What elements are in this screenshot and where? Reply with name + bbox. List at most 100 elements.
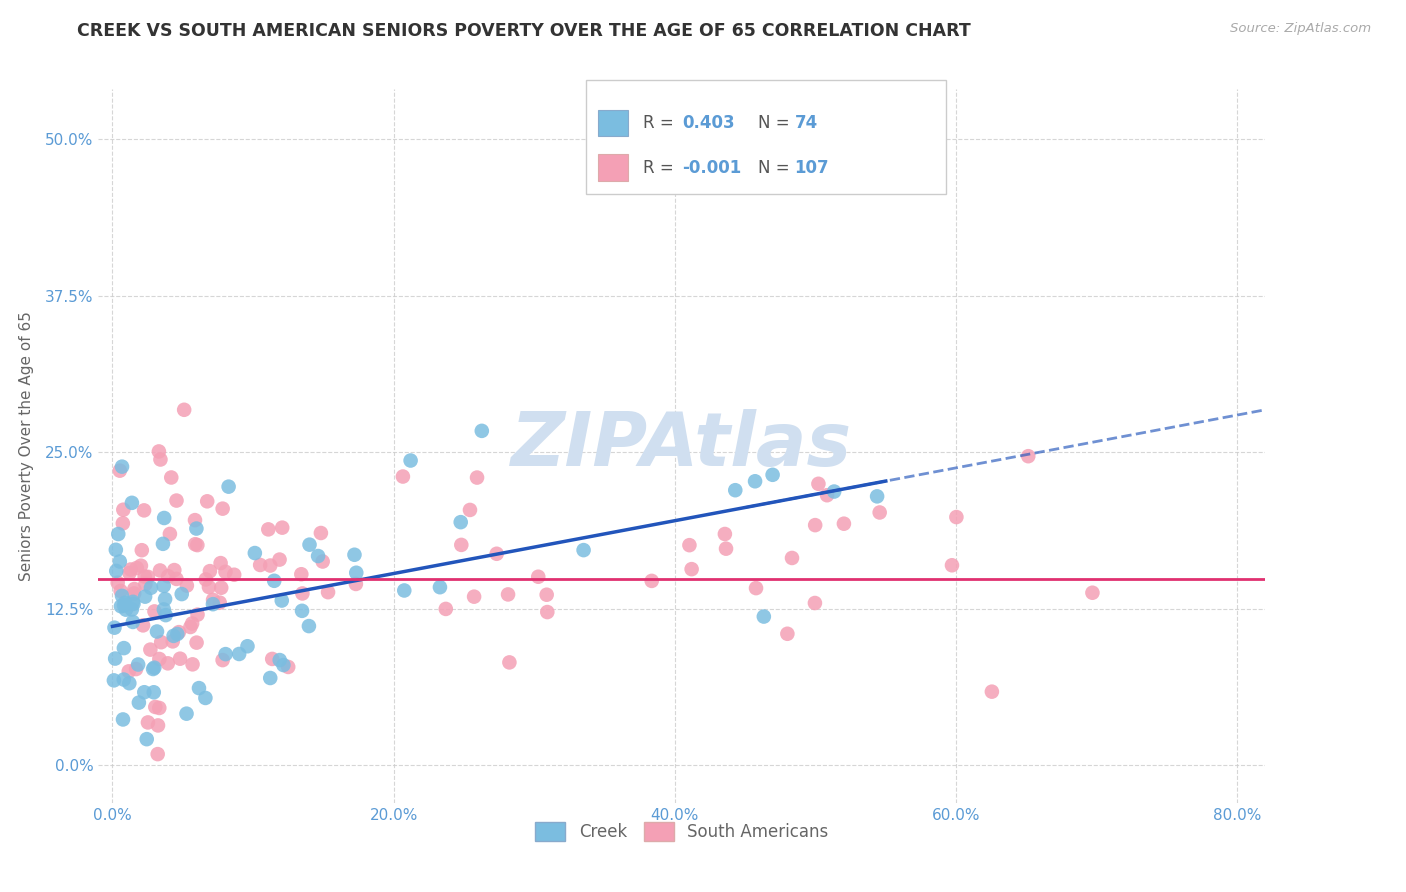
Point [159,527,181,541]
Point [780,551,803,566]
Point [290,567,312,582]
Point [195,494,218,508]
Point [111,459,134,474]
Text: N =: N = [758,159,794,177]
Point [104,651,127,665]
Point [471,424,494,438]
Point [869,506,891,520]
Point [309,526,332,541]
Point [823,484,845,499]
Point [271,521,294,535]
Point [107,527,129,541]
Point [228,647,250,661]
Point [153,602,176,616]
Point [134,569,156,583]
Point [269,653,291,667]
Point [572,543,595,558]
Point [273,658,295,673]
Point [103,621,125,635]
Point [143,700,166,714]
Point [162,629,184,643]
Point [291,604,314,618]
Point [186,635,208,649]
Point [108,554,131,568]
Point [166,493,188,508]
Point [186,538,208,552]
Point [458,503,481,517]
Point [165,572,187,586]
Point [181,616,204,631]
Point [263,574,285,588]
Point [429,580,451,594]
Point [176,706,198,721]
Point [134,577,156,591]
Point [132,503,155,517]
Point [298,538,321,552]
Point [131,543,153,558]
Point [166,627,188,641]
Point [128,696,150,710]
Point [134,685,156,699]
Point [1017,449,1039,463]
Point [111,516,134,531]
Point [122,597,145,611]
Point [136,570,159,584]
Point [153,511,176,525]
Point [104,542,127,557]
Point [155,608,177,623]
Point [163,563,186,577]
Point [136,715,159,730]
Point [167,625,190,640]
Point [343,548,366,562]
Point [236,639,259,653]
Point [135,732,157,747]
Point [186,607,208,622]
Point [149,452,172,467]
Point [214,565,236,579]
Point [110,599,132,614]
Point [209,556,232,570]
Point [125,561,148,575]
Point [344,566,367,580]
Point [214,647,236,661]
Legend: Creek, South Americans: Creek, South Americans [529,815,835,848]
Point [527,570,550,584]
Point [249,558,271,572]
Point [745,581,768,595]
Point [681,562,703,576]
Point [259,671,281,685]
Point [259,558,281,573]
Point [465,470,488,484]
Point [724,483,747,498]
Point [316,585,339,599]
Point [866,489,889,503]
Text: Source: ZipAtlas.com: Source: ZipAtlas.com [1230,22,1371,36]
Point [139,642,162,657]
Point [112,599,135,613]
Point [399,453,422,467]
Point [122,615,145,629]
Point [146,718,169,732]
Point [121,496,143,510]
Point [184,537,207,551]
Point [807,476,830,491]
Point [202,593,225,607]
Point [714,541,737,556]
Point [118,676,141,690]
Point [115,602,138,616]
Point [762,467,785,482]
Point [752,609,775,624]
Point [186,522,208,536]
Point [211,653,233,667]
Point [198,564,221,578]
Point [536,588,558,602]
Point [143,604,166,618]
Point [194,690,217,705]
Point [211,501,233,516]
Point [198,580,221,594]
Point [152,579,174,593]
Point [980,684,1002,698]
Point [291,586,314,600]
Text: CREEK VS SOUTH AMERICAN SENIORS POVERTY OVER THE AGE OF 65 CORRELATION CHART: CREEK VS SOUTH AMERICAN SENIORS POVERTY … [77,22,972,40]
Point [157,569,180,583]
